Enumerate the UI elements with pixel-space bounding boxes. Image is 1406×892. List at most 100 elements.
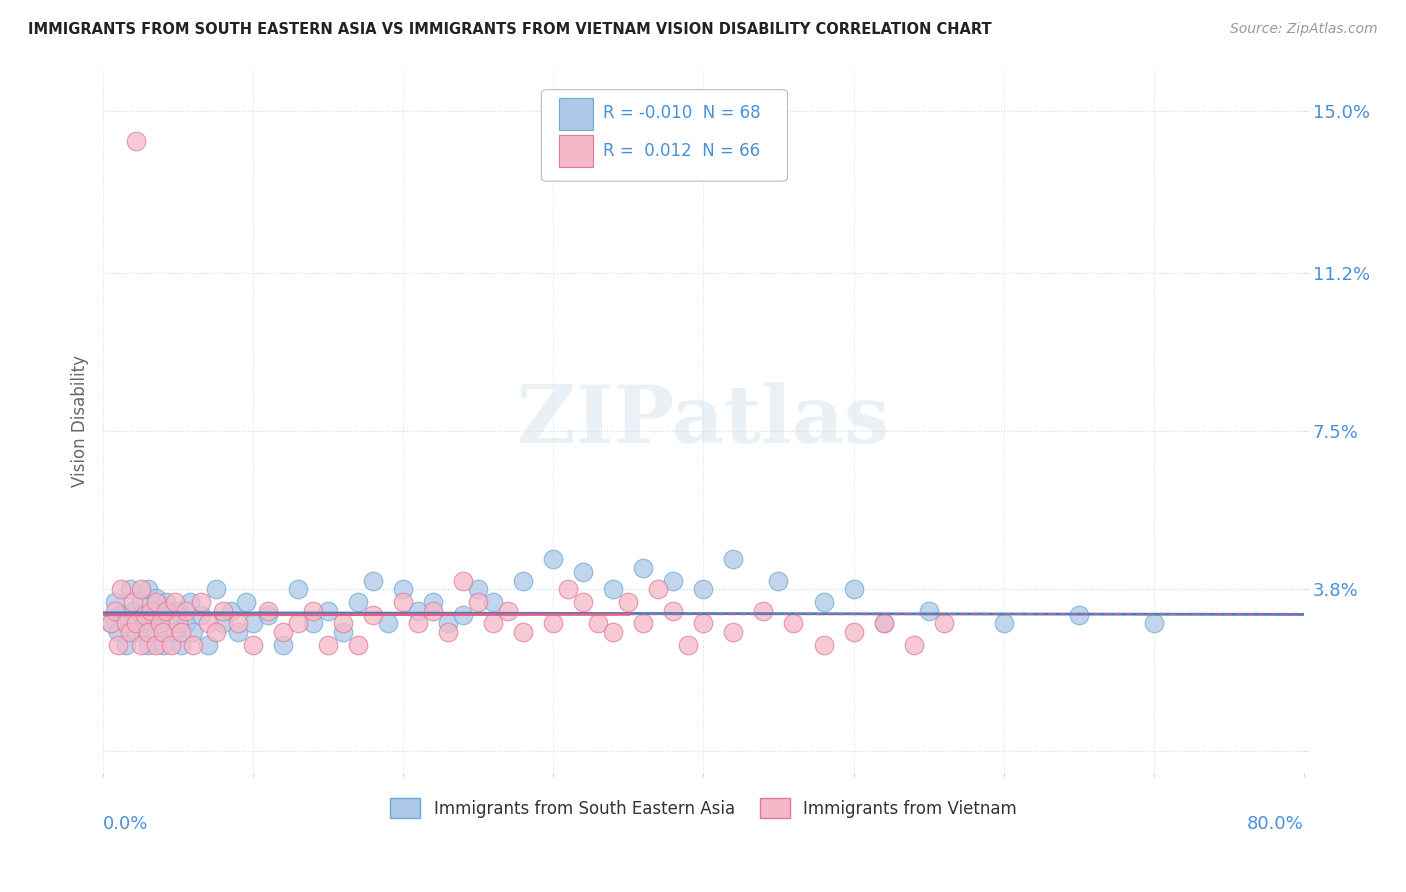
Point [287, 616, 309, 631]
Point [361, 607, 384, 622]
Point [453, 574, 475, 588]
Point [422, 595, 444, 609]
Point [543, 616, 565, 631]
Point [122, 616, 145, 631]
Point [145, 595, 167, 609]
Point [422, 604, 444, 618]
FancyBboxPatch shape [541, 90, 787, 181]
Point [197, 616, 219, 631]
Point [149, 616, 172, 631]
Point [316, 638, 339, 652]
Point [437, 616, 460, 631]
Point [129, 595, 152, 609]
Point [242, 616, 264, 631]
Point [543, 552, 565, 566]
Point [129, 607, 152, 622]
Point [903, 638, 925, 652]
Point [136, 638, 159, 652]
Point [170, 624, 193, 639]
Point [633, 616, 655, 631]
Point [332, 624, 354, 639]
Point [190, 595, 212, 609]
Point [179, 595, 201, 609]
Point [122, 595, 145, 609]
Point [993, 616, 1015, 631]
Point [662, 604, 685, 618]
Point [392, 595, 415, 609]
Point [408, 604, 430, 618]
Point [120, 624, 142, 639]
Point [768, 574, 790, 588]
Point [204, 624, 226, 639]
Point [302, 604, 325, 618]
Point [141, 607, 163, 622]
Point [617, 595, 640, 609]
Point [872, 616, 894, 631]
Point [588, 616, 610, 631]
Point [145, 638, 167, 652]
Point [633, 561, 655, 575]
Point [170, 638, 193, 652]
Point [453, 607, 475, 622]
Point [842, 582, 865, 597]
Point [152, 638, 174, 652]
Point [917, 604, 939, 618]
Point [392, 582, 415, 597]
Point [136, 624, 159, 639]
Point [134, 616, 156, 631]
Text: R = -0.010  N = 68: R = -0.010 N = 68 [603, 103, 761, 122]
Point [602, 582, 624, 597]
Point [257, 607, 280, 622]
Text: IMMIGRANTS FROM SOUTH EASTERN ASIA VS IMMIGRANTS FROM VIETNAM VISION DISABILITY : IMMIGRANTS FROM SOUTH EASTERN ASIA VS IM… [28, 22, 991, 37]
Point [174, 616, 197, 631]
Point [572, 595, 595, 609]
Point [155, 595, 177, 609]
FancyBboxPatch shape [560, 98, 593, 130]
Point [167, 616, 190, 631]
Point [219, 604, 242, 618]
Point [302, 616, 325, 631]
Point [100, 616, 122, 631]
Point [271, 624, 294, 639]
Point [512, 574, 534, 588]
Point [498, 604, 520, 618]
Point [872, 616, 894, 631]
Point [165, 595, 187, 609]
Point [122, 604, 145, 618]
Point [467, 595, 489, 609]
Point [377, 616, 399, 631]
Point [723, 624, 745, 639]
Point [437, 624, 460, 639]
Point [1143, 616, 1166, 631]
Point [813, 595, 835, 609]
Point [692, 582, 714, 597]
Point [159, 638, 181, 652]
Point [347, 595, 370, 609]
Point [467, 582, 489, 597]
Point [226, 624, 249, 639]
Point [257, 604, 280, 618]
FancyBboxPatch shape [560, 136, 593, 167]
Point [165, 624, 187, 639]
Point [204, 582, 226, 597]
Text: 80.0%: 80.0% [1247, 815, 1303, 833]
Y-axis label: Vision Disability: Vision Disability [72, 355, 89, 487]
Point [242, 638, 264, 652]
Point [125, 624, 148, 639]
Point [149, 616, 172, 631]
Point [181, 624, 204, 639]
Point [155, 604, 177, 618]
Point [1067, 607, 1090, 622]
Point [678, 638, 700, 652]
Point [152, 604, 174, 618]
Point [125, 616, 148, 631]
Point [104, 595, 127, 609]
Point [134, 607, 156, 622]
Point [190, 607, 212, 622]
Point [482, 595, 505, 609]
Point [408, 616, 430, 631]
Point [120, 582, 142, 597]
Point [692, 616, 714, 631]
Point [316, 604, 339, 618]
Point [287, 582, 309, 597]
